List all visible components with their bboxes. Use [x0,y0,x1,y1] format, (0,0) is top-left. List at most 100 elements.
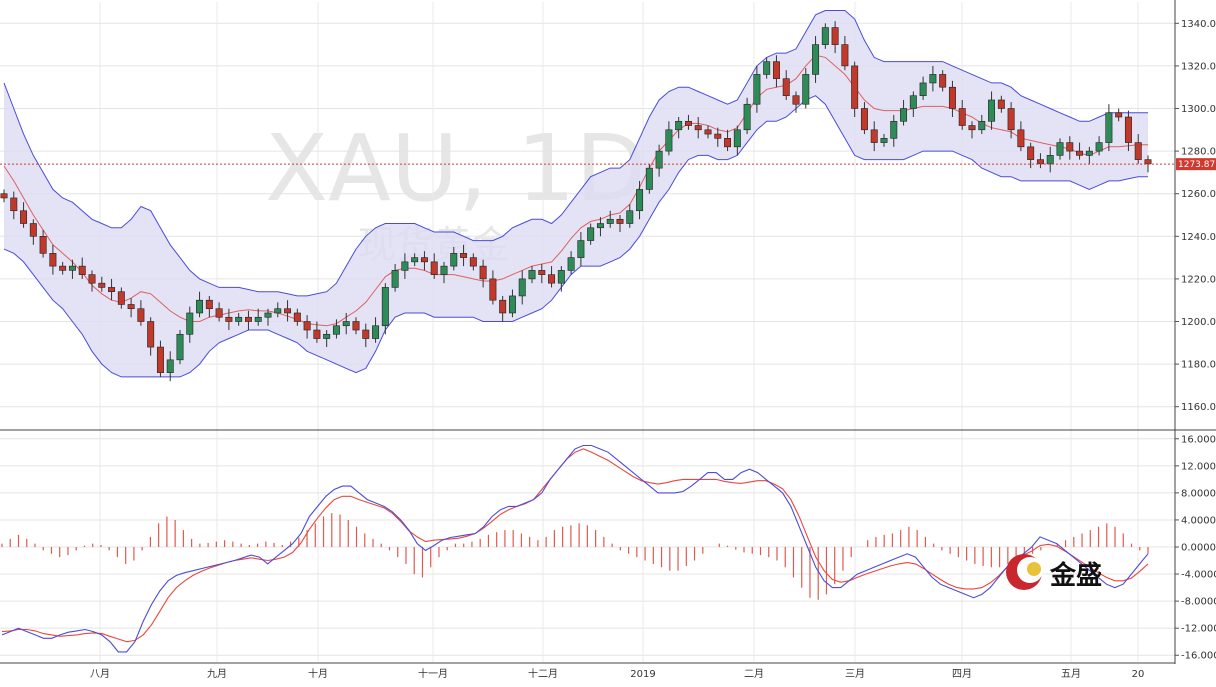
price-tick-label: 1160.00 [1181,402,1216,413]
candle-body [919,82,927,97]
candle-body [440,265,448,275]
candle-body [1115,112,1123,118]
candlesticks [0,21,1152,382]
candle-body [929,74,937,84]
candle-body [851,65,859,109]
candle-body [108,287,116,292]
price-tick-label: 1280.00 [1181,147,1216,158]
x-tick-label: 五月 [1061,668,1081,680]
candle-body [890,120,898,139]
price-tick-label: 1300.00 [1181,104,1216,115]
candle-body [1056,142,1064,156]
candle-body [704,129,712,135]
candle-body [39,236,47,254]
candle-body [841,44,849,67]
candle-body [988,99,996,122]
candle-body [98,282,106,288]
x-tick-label: 2019 [630,669,655,680]
candle-body [264,312,272,318]
candle-body [411,257,419,263]
candle-body [235,316,243,322]
candle-body [147,321,155,348]
candle-body [0,193,8,199]
candle-body [1066,142,1074,152]
price-tick-label: 1220.00 [1181,274,1216,285]
candle-body [548,274,556,284]
candle-body [362,329,370,339]
macd-tick-label: 4.0000 [1181,515,1216,526]
candle-body [303,321,311,331]
candle-body [1144,159,1152,165]
candle-body [166,359,174,373]
candle-body [508,295,516,314]
candle-body [391,270,399,288]
logo-text: 金盛 [1049,560,1102,591]
candle-body [743,103,751,131]
macd-tick-label: -4.0000 [1181,570,1216,581]
candle-body [78,265,86,275]
candle-body [381,287,389,327]
x-tick-label: 八月 [90,668,110,680]
candle-body [59,265,67,271]
candle-body [460,253,468,258]
candle-body [870,129,878,143]
candle-body [186,312,194,335]
candle-body [489,278,497,301]
candle-body [792,95,800,105]
candle-body [1105,112,1113,143]
macd-panel [1,444,1149,653]
price-tick-label: 1340.00 [1181,19,1216,30]
candle-body [352,321,360,331]
candle-body [733,129,741,148]
candle-body [332,325,340,335]
candle-body [430,261,438,275]
candle-body [812,44,820,75]
candle-body [117,291,125,305]
macd-line [1,444,1149,653]
candle-body [10,197,18,212]
candle-body [1134,142,1142,160]
candle-body [782,78,790,97]
candle-body [763,61,771,75]
macd-tick-label: -12.0000 [1181,624,1216,635]
candle-body [714,133,722,139]
candle-body [939,74,947,88]
candle-body [323,333,331,339]
price-tick-label: 1180.00 [1181,360,1216,371]
candle-body [372,325,380,339]
candle-body [772,61,780,79]
candle-body [196,299,204,314]
candle-body [284,308,292,314]
candle-body [49,253,57,267]
candle-body [254,316,262,322]
candle-body [636,189,644,212]
candle-body [244,316,252,322]
x-tick-label: 十一月 [418,667,448,680]
upper-band-line [3,10,1148,297]
candle-body [1046,155,1054,165]
middle-band-line [3,54,1148,327]
brand-logo: 金盛 [1006,554,1102,591]
candle-body [909,95,917,109]
candle-body [684,120,692,126]
candle-body [127,304,135,310]
x-tick-label: 三月 [845,668,865,680]
candle-body [1017,129,1025,148]
candle-body [1036,159,1044,165]
macd-tick-label: 12.0000 [1181,461,1216,472]
candle-body [215,308,223,318]
candle-body [1076,150,1084,156]
candle-body [958,108,966,126]
x-tick-label: 十二月 [528,667,558,680]
candle-body [205,299,213,310]
candle-body [606,218,614,224]
candle-body [538,270,546,275]
candle-body [420,257,428,263]
candle-body [450,253,458,267]
candle-body [469,257,477,267]
candle-body [274,308,282,314]
candle-body [655,150,663,169]
macd-tick-label: 0.0000 [1181,543,1216,554]
price-tick-label: 1200.00 [1181,317,1216,328]
macd-tick-label: 16.0000 [1181,434,1216,445]
